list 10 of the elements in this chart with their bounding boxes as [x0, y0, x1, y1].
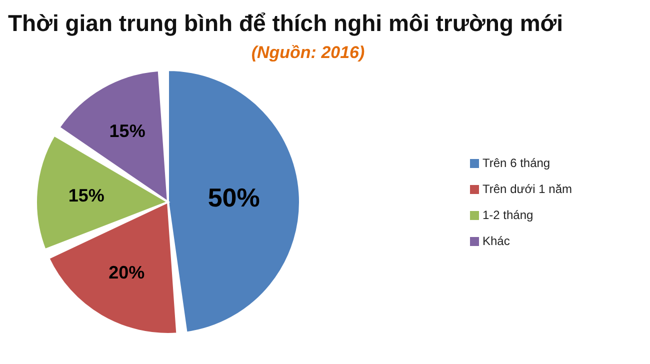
legend-label: Trên 6 tháng — [482, 156, 550, 170]
data-label: 20% — [108, 262, 145, 283]
data-label: 15% — [109, 120, 146, 141]
chart-title: Thời gian trung bình để thích nghi môi trường mới — [8, 9, 564, 37]
data-label: 15% — [68, 185, 104, 206]
chart-subtitle: (Nguồn: 2016) — [250, 43, 366, 63]
legend-label: Khác — [482, 234, 510, 248]
legend-label: 1-2 tháng — [482, 208, 534, 222]
legend-label: Trên dưới 1 năm — [482, 182, 572, 196]
data-label: 50% — [208, 182, 260, 212]
